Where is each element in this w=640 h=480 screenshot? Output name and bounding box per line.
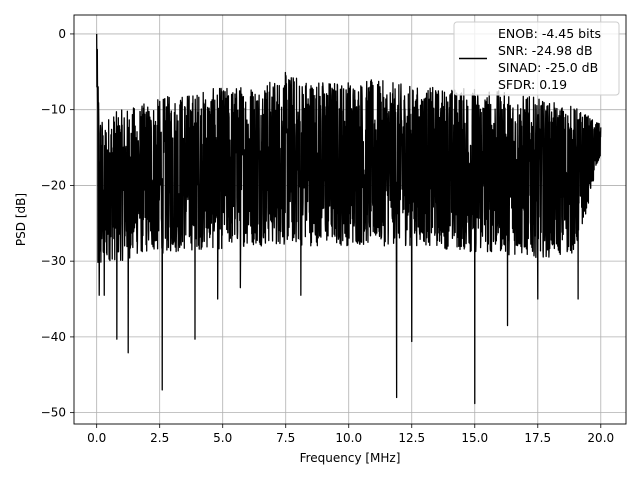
x-tick-label: 10.0 <box>335 431 362 445</box>
y-tick-label: 0 <box>58 27 66 41</box>
psd-series-line <box>96 33 602 405</box>
x-tick-label: 12.5 <box>398 431 425 445</box>
x-tick-label: 2.5 <box>150 431 169 445</box>
y-tick-label: −10 <box>41 103 66 117</box>
legend-box <box>453 21 620 96</box>
x-tick-label: 0.0 <box>87 431 106 445</box>
x-axis-ticks: 0.0 2.5 5.0 7.5 10.0 12.5 15.0 17.5 20.0 <box>87 424 614 445</box>
legend-line-enob: ENOB: -4.45 bits <box>498 26 601 41</box>
y-tick-label: −40 <box>41 330 66 344</box>
y-tick-label: −30 <box>41 254 66 268</box>
legend: ENOB: -4.45 bits SNR: -24.98 dB SINAD: -… <box>453 21 620 96</box>
y-tick-label: −20 <box>41 178 66 192</box>
legend-line-snr: SNR: -24.98 dB <box>498 43 593 58</box>
axes-frame <box>73 14 627 425</box>
x-tick-label: 15.0 <box>461 431 488 445</box>
x-axis-label: Frequency [MHz] <box>300 451 401 465</box>
y-axis-label: PSD [dB] <box>14 193 28 246</box>
y-tick-label: −50 <box>41 406 66 420</box>
legend-line-sfdr: SFDR: 0.19 <box>498 77 567 92</box>
x-tick-label: 7.5 <box>276 431 295 445</box>
x-tick-label: 5.0 <box>213 431 232 445</box>
legend-line-sinad: SINAD: -25.0 dB <box>498 60 598 75</box>
series-layer <box>96 33 602 405</box>
y-axis-ticks: 0 −10 −20 −30 −40 −50 <box>41 27 74 420</box>
x-tick-label: 17.5 <box>524 431 551 445</box>
x-tick-label: 20.0 <box>587 431 614 445</box>
